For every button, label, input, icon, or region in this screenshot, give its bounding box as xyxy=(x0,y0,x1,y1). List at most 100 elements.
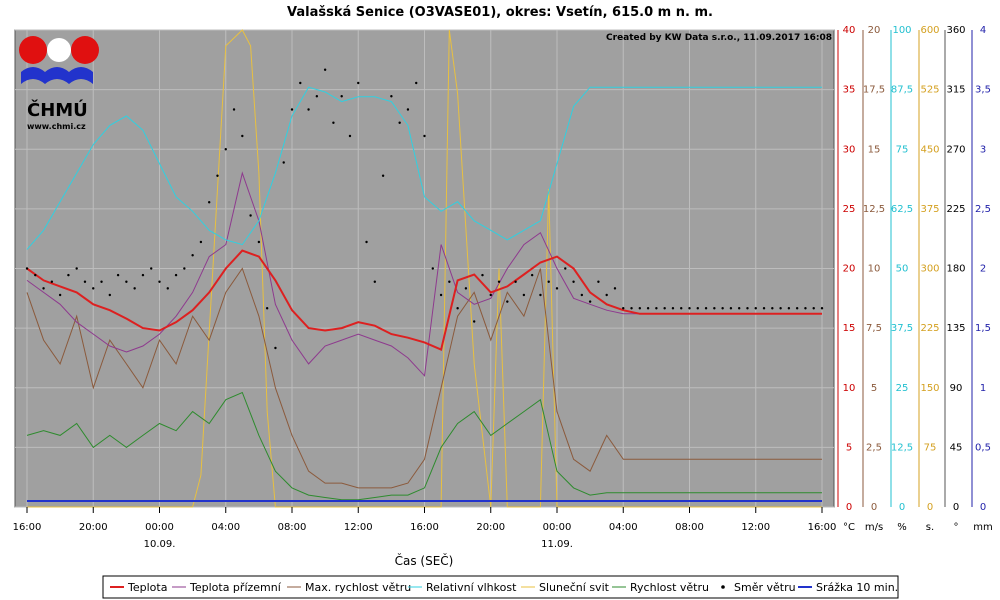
wind-direction-point xyxy=(257,240,261,244)
legend-label: Max. rychlost větru xyxy=(305,581,411,594)
wind-direction-point xyxy=(290,108,294,111)
series-line xyxy=(26,267,822,489)
x-tick-label: 08:00 xyxy=(278,522,307,533)
x-tick-label: 00:00 xyxy=(543,522,572,533)
wind-direction-point xyxy=(100,280,103,283)
wind-direction-point xyxy=(564,267,567,270)
wind-direction-point xyxy=(597,280,600,283)
y-tick-label: 25 xyxy=(896,383,909,394)
wind-direction-point xyxy=(398,121,401,124)
y-tick-label: 15 xyxy=(843,323,856,334)
y-tick-label: 10 xyxy=(868,264,881,275)
y-tick-label: 5 xyxy=(846,442,852,453)
y-tick-label: 225 xyxy=(920,323,939,334)
wind-direction-point xyxy=(58,293,62,297)
x-tick-label: 16:00 xyxy=(13,522,42,533)
y-tick-label: 45 xyxy=(950,442,963,453)
wind-direction-point xyxy=(207,201,211,204)
x-tick-label: 20:00 xyxy=(79,522,108,533)
y-tick-label: 0 xyxy=(927,502,933,513)
legend-label: Směr větru xyxy=(734,581,796,594)
y-tick-label: 0 xyxy=(846,502,852,513)
wind-direction-point xyxy=(688,307,691,310)
wind-direction-point xyxy=(439,293,443,297)
logo-circle-center xyxy=(47,38,71,62)
wind-direction-point xyxy=(75,267,78,270)
y-tick-label: 17,5 xyxy=(863,85,885,96)
x-tick-label: 08:00 xyxy=(675,522,704,533)
wind-direction-point xyxy=(150,267,153,270)
wind-direction-point xyxy=(497,280,501,283)
wind-direction-point xyxy=(671,307,675,310)
x-tick-label: 20:00 xyxy=(476,522,505,533)
y-tick-label: 0 xyxy=(953,502,959,513)
series-line xyxy=(26,249,822,351)
wind-direction-point xyxy=(522,293,526,297)
y-tick-label: 360 xyxy=(946,25,965,36)
y-tick-label: 3,5 xyxy=(975,85,991,96)
wind-direction-point xyxy=(580,293,584,297)
y-tick-label: 7,5 xyxy=(866,323,882,334)
y-tick-label: 62,5 xyxy=(891,204,913,215)
y-axis-unit: ° xyxy=(954,522,959,533)
wind-direction-point xyxy=(539,293,542,297)
x-axis: 16:00 20:00 00:00 04:00 08:00 12:00 16:00 20:00… xyxy=(13,507,836,550)
wind-direction-point xyxy=(83,280,87,283)
credit-text: Created by KW Data s.r.o., 11.09.2017 16… xyxy=(606,33,832,43)
y-axis-unit: mm xyxy=(973,522,992,533)
logo-waves xyxy=(21,67,93,84)
y-tick-label: 315 xyxy=(946,85,965,96)
wind-direction-point xyxy=(166,287,169,290)
wind-direction-point xyxy=(274,346,277,350)
y-tick-label: 12,5 xyxy=(891,442,913,453)
wind-direction-point xyxy=(141,273,145,277)
wind-direction-point xyxy=(737,307,741,310)
y-tick-label: 20 xyxy=(868,25,881,36)
y-axes: 0510152025303540°C02,557,51012,51517,520… xyxy=(837,25,993,533)
wind-direction-point xyxy=(323,68,327,71)
legend-label: Teplota xyxy=(127,581,167,594)
wind-direction-point xyxy=(307,108,310,111)
wind-direction-point xyxy=(216,174,219,177)
date-label: 10.09. xyxy=(144,539,176,550)
wind-direction-point xyxy=(50,280,54,283)
wind-direction-point xyxy=(365,240,368,244)
wind-direction-point xyxy=(241,134,244,138)
wind-direction-point xyxy=(630,307,633,310)
y-tick-label: 525 xyxy=(920,85,939,96)
y-tick-label: 0 xyxy=(871,502,877,513)
wind-direction-point xyxy=(92,287,95,290)
wind-direction-point xyxy=(332,121,335,124)
wind-direction-point xyxy=(514,280,517,283)
wind-direction-point xyxy=(754,307,757,310)
wind-direction-point xyxy=(704,307,708,310)
y-tick-label: 600 xyxy=(920,25,939,36)
wind-direction-point xyxy=(795,307,799,310)
y-tick-label: 15 xyxy=(868,144,881,155)
wind-direction-point xyxy=(762,307,766,310)
wind-direction-point xyxy=(116,273,120,277)
x-tick-label: 00:00 xyxy=(145,522,174,533)
wind-direction-point xyxy=(191,254,194,257)
logo-circle-left xyxy=(19,36,47,64)
wind-direction-point xyxy=(348,134,352,138)
wind-direction-point xyxy=(415,81,418,85)
wind-direction-point xyxy=(613,287,617,290)
legend-label: Teplota přízemní xyxy=(189,581,282,594)
y-tick-label: 90 xyxy=(950,383,963,394)
y-axis-unit: m/s xyxy=(865,522,883,533)
y-tick-label: 87,5 xyxy=(891,85,913,96)
y-tick-label: 20 xyxy=(843,264,856,275)
wind-direction-point xyxy=(406,108,410,111)
wind-direction-point xyxy=(448,280,451,283)
wind-direction-point xyxy=(812,307,815,310)
wind-direction-point xyxy=(506,300,509,303)
wind-direction-point xyxy=(431,267,434,270)
date-label: 11.09. xyxy=(541,539,573,550)
wind-direction-point xyxy=(638,307,642,310)
x-tick-label: 16:00 xyxy=(410,522,439,533)
logo-url: www.chmi.cz xyxy=(27,122,86,131)
chart-title: Valašská Senice (O3VASE01), okres: Vsetí… xyxy=(287,5,713,20)
wind-direction-point xyxy=(67,273,70,277)
wind-direction-point xyxy=(42,287,45,290)
